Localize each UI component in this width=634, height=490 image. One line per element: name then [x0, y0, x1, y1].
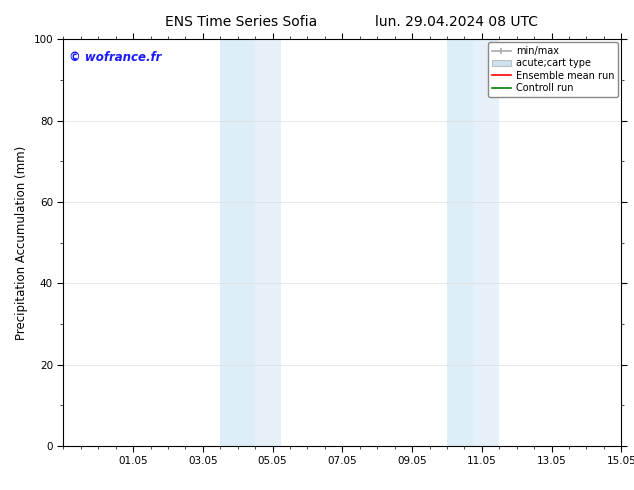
Bar [447, 39, 473, 446]
Text: lun. 29.04.2024 08 UTC: lun. 29.04.2024 08 UTC [375, 15, 538, 29]
Bar [473, 39, 499, 446]
Bar [255, 39, 281, 446]
Text: ENS Time Series Sofia: ENS Time Series Sofia [165, 15, 317, 29]
Text: © wofrance.fr: © wofrance.fr [69, 51, 162, 64]
Y-axis label: Precipitation Accumulation (mm): Precipitation Accumulation (mm) [15, 146, 28, 340]
Legend: min/max, acute;cart type, Ensemble mean run, Controll run: min/max, acute;cart type, Ensemble mean … [488, 42, 618, 97]
Bar [221, 39, 255, 446]
